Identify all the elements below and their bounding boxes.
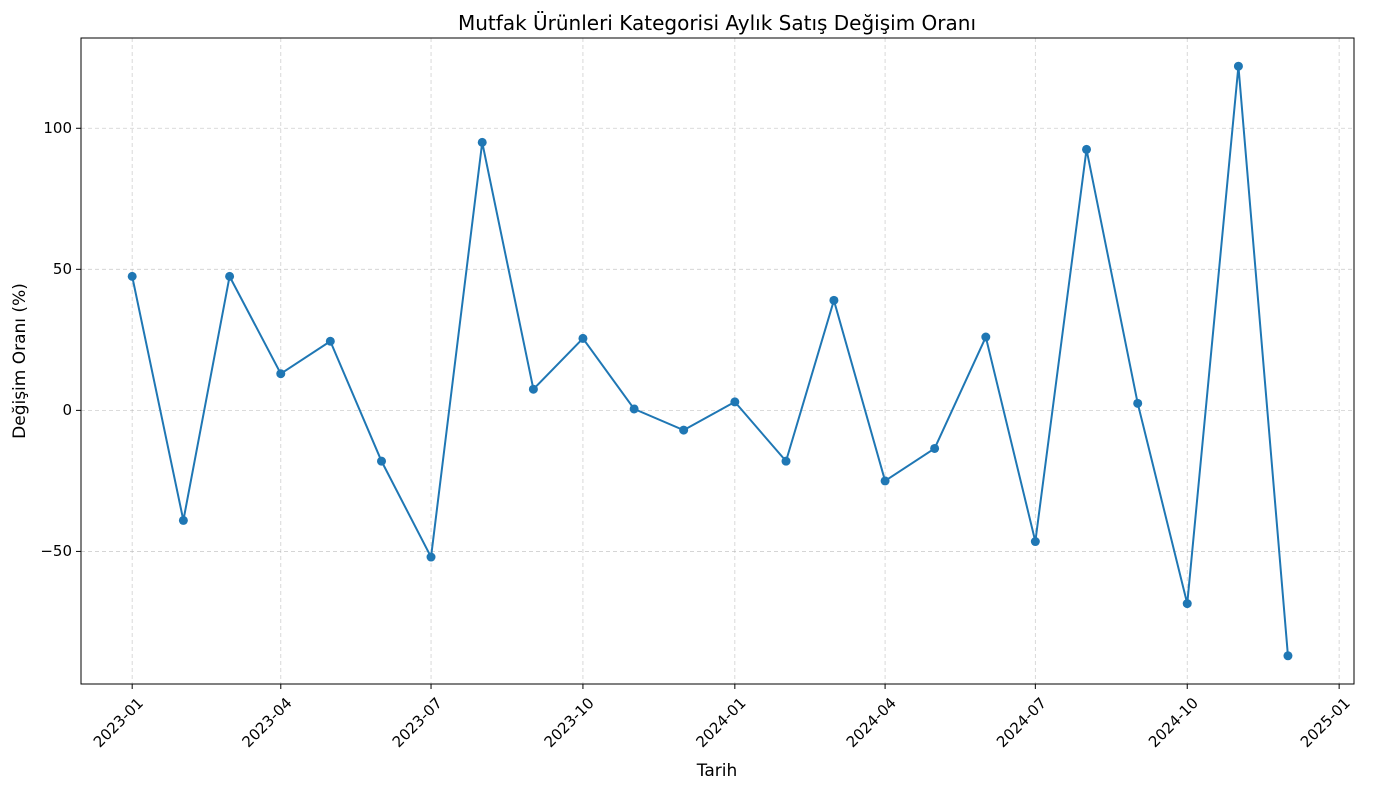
data-point bbox=[325, 336, 335, 346]
data-point bbox=[377, 456, 387, 466]
data-point bbox=[1283, 651, 1293, 661]
data-point bbox=[981, 332, 991, 342]
y-axis-label: Değişim Oranı (%) bbox=[10, 283, 30, 439]
data-point bbox=[1133, 398, 1143, 408]
data-point bbox=[1233, 61, 1243, 71]
data-point bbox=[1082, 144, 1092, 154]
y-tick-label: 50 bbox=[53, 260, 72, 278]
data-point bbox=[930, 443, 940, 453]
x-tick-label: 2025-01 bbox=[1297, 694, 1354, 751]
y-axis-ticks: −50 0 50 100 bbox=[40, 119, 81, 560]
data-point bbox=[880, 476, 890, 486]
y-tick-label: 0 bbox=[62, 401, 72, 419]
x-tick-label: 2023-01 bbox=[90, 694, 147, 751]
chart-title: Mutfak Ürünleri Kategorisi Aylık Satış D… bbox=[458, 11, 976, 35]
data-point bbox=[730, 397, 740, 407]
data-point bbox=[629, 404, 639, 414]
data-point bbox=[1030, 537, 1040, 547]
series-line bbox=[131, 66, 1289, 656]
x-tick-label: 2024-07 bbox=[993, 694, 1050, 751]
x-axis-label: Tarih bbox=[696, 761, 737, 781]
data-point bbox=[781, 456, 791, 466]
data-point bbox=[225, 271, 235, 281]
data-point bbox=[477, 137, 487, 147]
data-point bbox=[528, 384, 538, 394]
data-point bbox=[426, 552, 436, 562]
x-tick-label: 2023-04 bbox=[238, 694, 295, 751]
data-point bbox=[829, 295, 839, 305]
data-point bbox=[276, 369, 286, 379]
data-point bbox=[578, 333, 588, 343]
x-tick-label: 2024-10 bbox=[1145, 694, 1202, 751]
x-axis-ticks: 2023-01 2023-04 2023-07 2023-10 2024-01 2024-… bbox=[90, 684, 1354, 751]
grid-lines bbox=[81, 38, 1354, 684]
data-point bbox=[1182, 599, 1192, 609]
y-tick-label: 100 bbox=[43, 119, 72, 137]
data-point bbox=[679, 425, 689, 435]
x-tick-label: 2023-10 bbox=[541, 694, 598, 751]
y-tick-label: −50 bbox=[40, 542, 72, 560]
plot-frame bbox=[80, 37, 1355, 685]
x-tick-label: 2023-07 bbox=[389, 694, 446, 751]
data-point bbox=[178, 515, 188, 525]
series-layer bbox=[127, 61, 1293, 661]
data-point bbox=[127, 271, 137, 281]
x-tick-label: 2024-01 bbox=[693, 694, 750, 751]
x-tick-label: 2024-04 bbox=[843, 694, 900, 751]
